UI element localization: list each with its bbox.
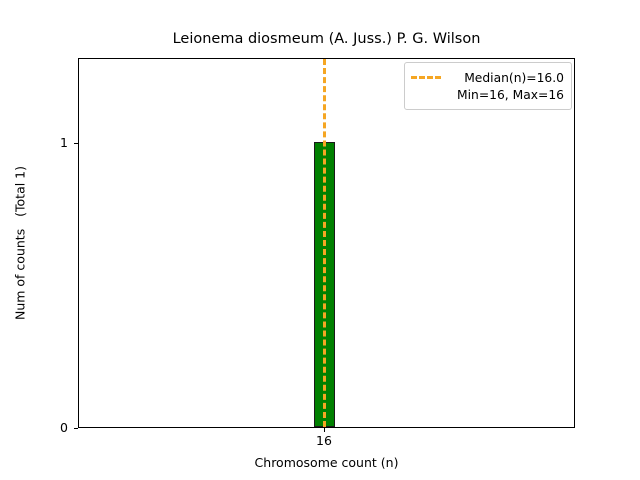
legend-entry-text: Median(n)=16.0 (449, 67, 564, 87)
legend-label-median: Median(n)=16.0 (464, 71, 564, 85)
y-axis-label-line1: Num of counts (12, 228, 28, 321)
y-tick-label-0: 0 (60, 420, 68, 435)
dashed-line-icon (411, 75, 441, 79)
x-tick-label-0: 16 (316, 433, 332, 448)
chart-legend: Median(n)=16.0 Min=16, Max=16 (404, 62, 572, 110)
chart-title: Leionema diosmeum (A. Juss.) P. G. Wilso… (172, 31, 481, 47)
y-axis-label-container: Num of counts (Total 1) (0, 58, 40, 428)
y-tick-label-1: 1 (60, 135, 68, 150)
legend-entry-minmax: Min=16, Max=16 (411, 86, 564, 104)
y-axis-label: Num of counts (Total 1) (13, 166, 28, 320)
legend-label-minmax: Min=16, Max=16 (457, 87, 564, 102)
y-tick-mark-1 (74, 143, 78, 144)
y-tick-mark-0 (74, 428, 78, 429)
x-tick-mark-0 (324, 428, 325, 432)
plot-area (78, 58, 575, 428)
legend-entry-median: Median(n)=16.0 (411, 68, 564, 86)
x-axis-label: Chromosome count (n) (254, 455, 399, 470)
median-line (323, 59, 326, 427)
y-axis-label-line2: (Total 1) (12, 165, 28, 217)
